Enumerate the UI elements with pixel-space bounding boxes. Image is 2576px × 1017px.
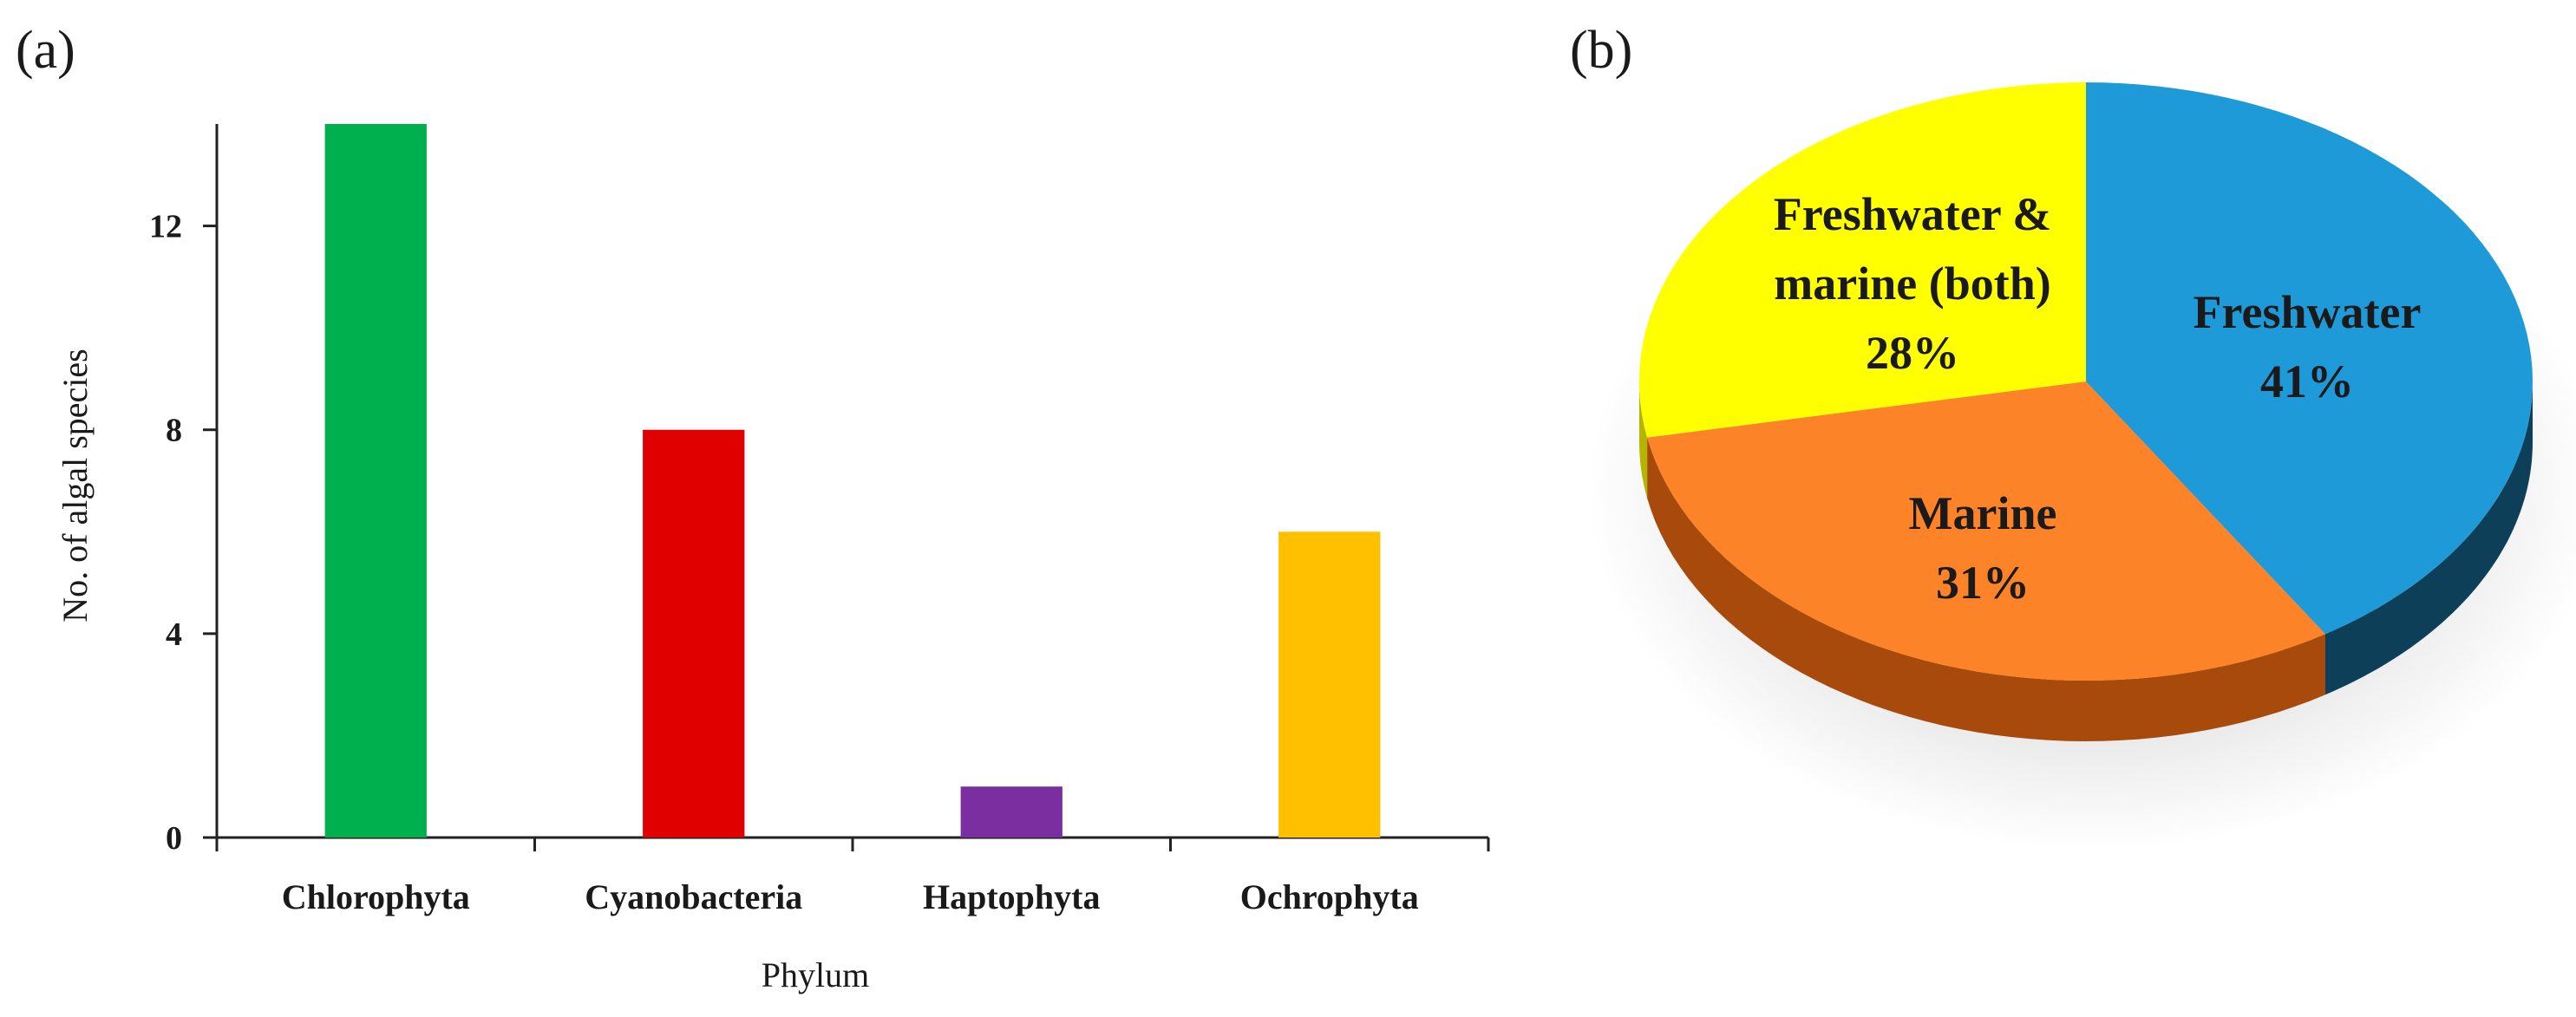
y-axis-title: No. of algal species xyxy=(56,349,95,622)
bar-chlorophyta xyxy=(324,124,427,838)
panel-label-a: (a) xyxy=(16,21,75,80)
bar-ochrophyta xyxy=(1278,531,1381,838)
pie-label-name: Marine xyxy=(1909,487,2057,539)
y-tick-label: 12 xyxy=(149,209,182,245)
pie-slice-freshwater xyxy=(2086,82,2533,635)
pie-chart: Freshwater 41% Marine 31% Freshwater & marine… xyxy=(1587,82,2576,850)
category-label: Cyanobacteria xyxy=(585,877,802,916)
category-label: Haptophyta xyxy=(923,877,1101,916)
pie-slice-freshwater-and-marine xyxy=(1639,82,2086,438)
pie-labels: Freshwater 41% Marine 31% Freshwater & marine… xyxy=(1774,188,2422,609)
pie-side-wall xyxy=(1647,437,2325,741)
bar-haptophyta xyxy=(960,786,1062,838)
pie-label-name-line: Freshwater & xyxy=(1774,188,2051,240)
pie-label-name: Freshwater xyxy=(2194,286,2422,338)
x-axis-title: Phylum xyxy=(762,955,869,994)
pie-top xyxy=(1639,82,2533,681)
y-tick-label: 0 xyxy=(166,820,182,857)
bar-cyanobacteria xyxy=(643,429,745,838)
pie-side-wall xyxy=(1639,381,1648,499)
category-label: Ochrophyta xyxy=(1240,877,1419,916)
pie-label-value: 41% xyxy=(2260,355,2354,407)
panel-label-b: (b) xyxy=(1570,21,1632,80)
pie-side-wall xyxy=(2325,381,2533,695)
bar-chart: 0 4 8 12 Chlorophyta Cyanobacteria Haptophyta… xyxy=(56,124,1490,994)
pie-label-value: 28% xyxy=(1866,327,1959,379)
y-tick-label: 8 xyxy=(166,413,182,449)
pie-label-value: 31% xyxy=(1936,557,2030,609)
y-tick-label: 4 xyxy=(166,616,182,653)
category-labels: Chlorophyta Cyanobacteria Haptophyta Ochrop… xyxy=(282,877,1419,916)
pie-label-name-line: marine (both) xyxy=(1774,258,2050,310)
y-ticks: 0 4 8 12 xyxy=(149,209,217,857)
category-label: Chlorophyta xyxy=(282,877,470,916)
bars xyxy=(324,124,1381,838)
x-ticks xyxy=(215,838,1490,851)
pie-slice-marine xyxy=(1647,381,2325,681)
pie-sides xyxy=(1639,381,2533,741)
